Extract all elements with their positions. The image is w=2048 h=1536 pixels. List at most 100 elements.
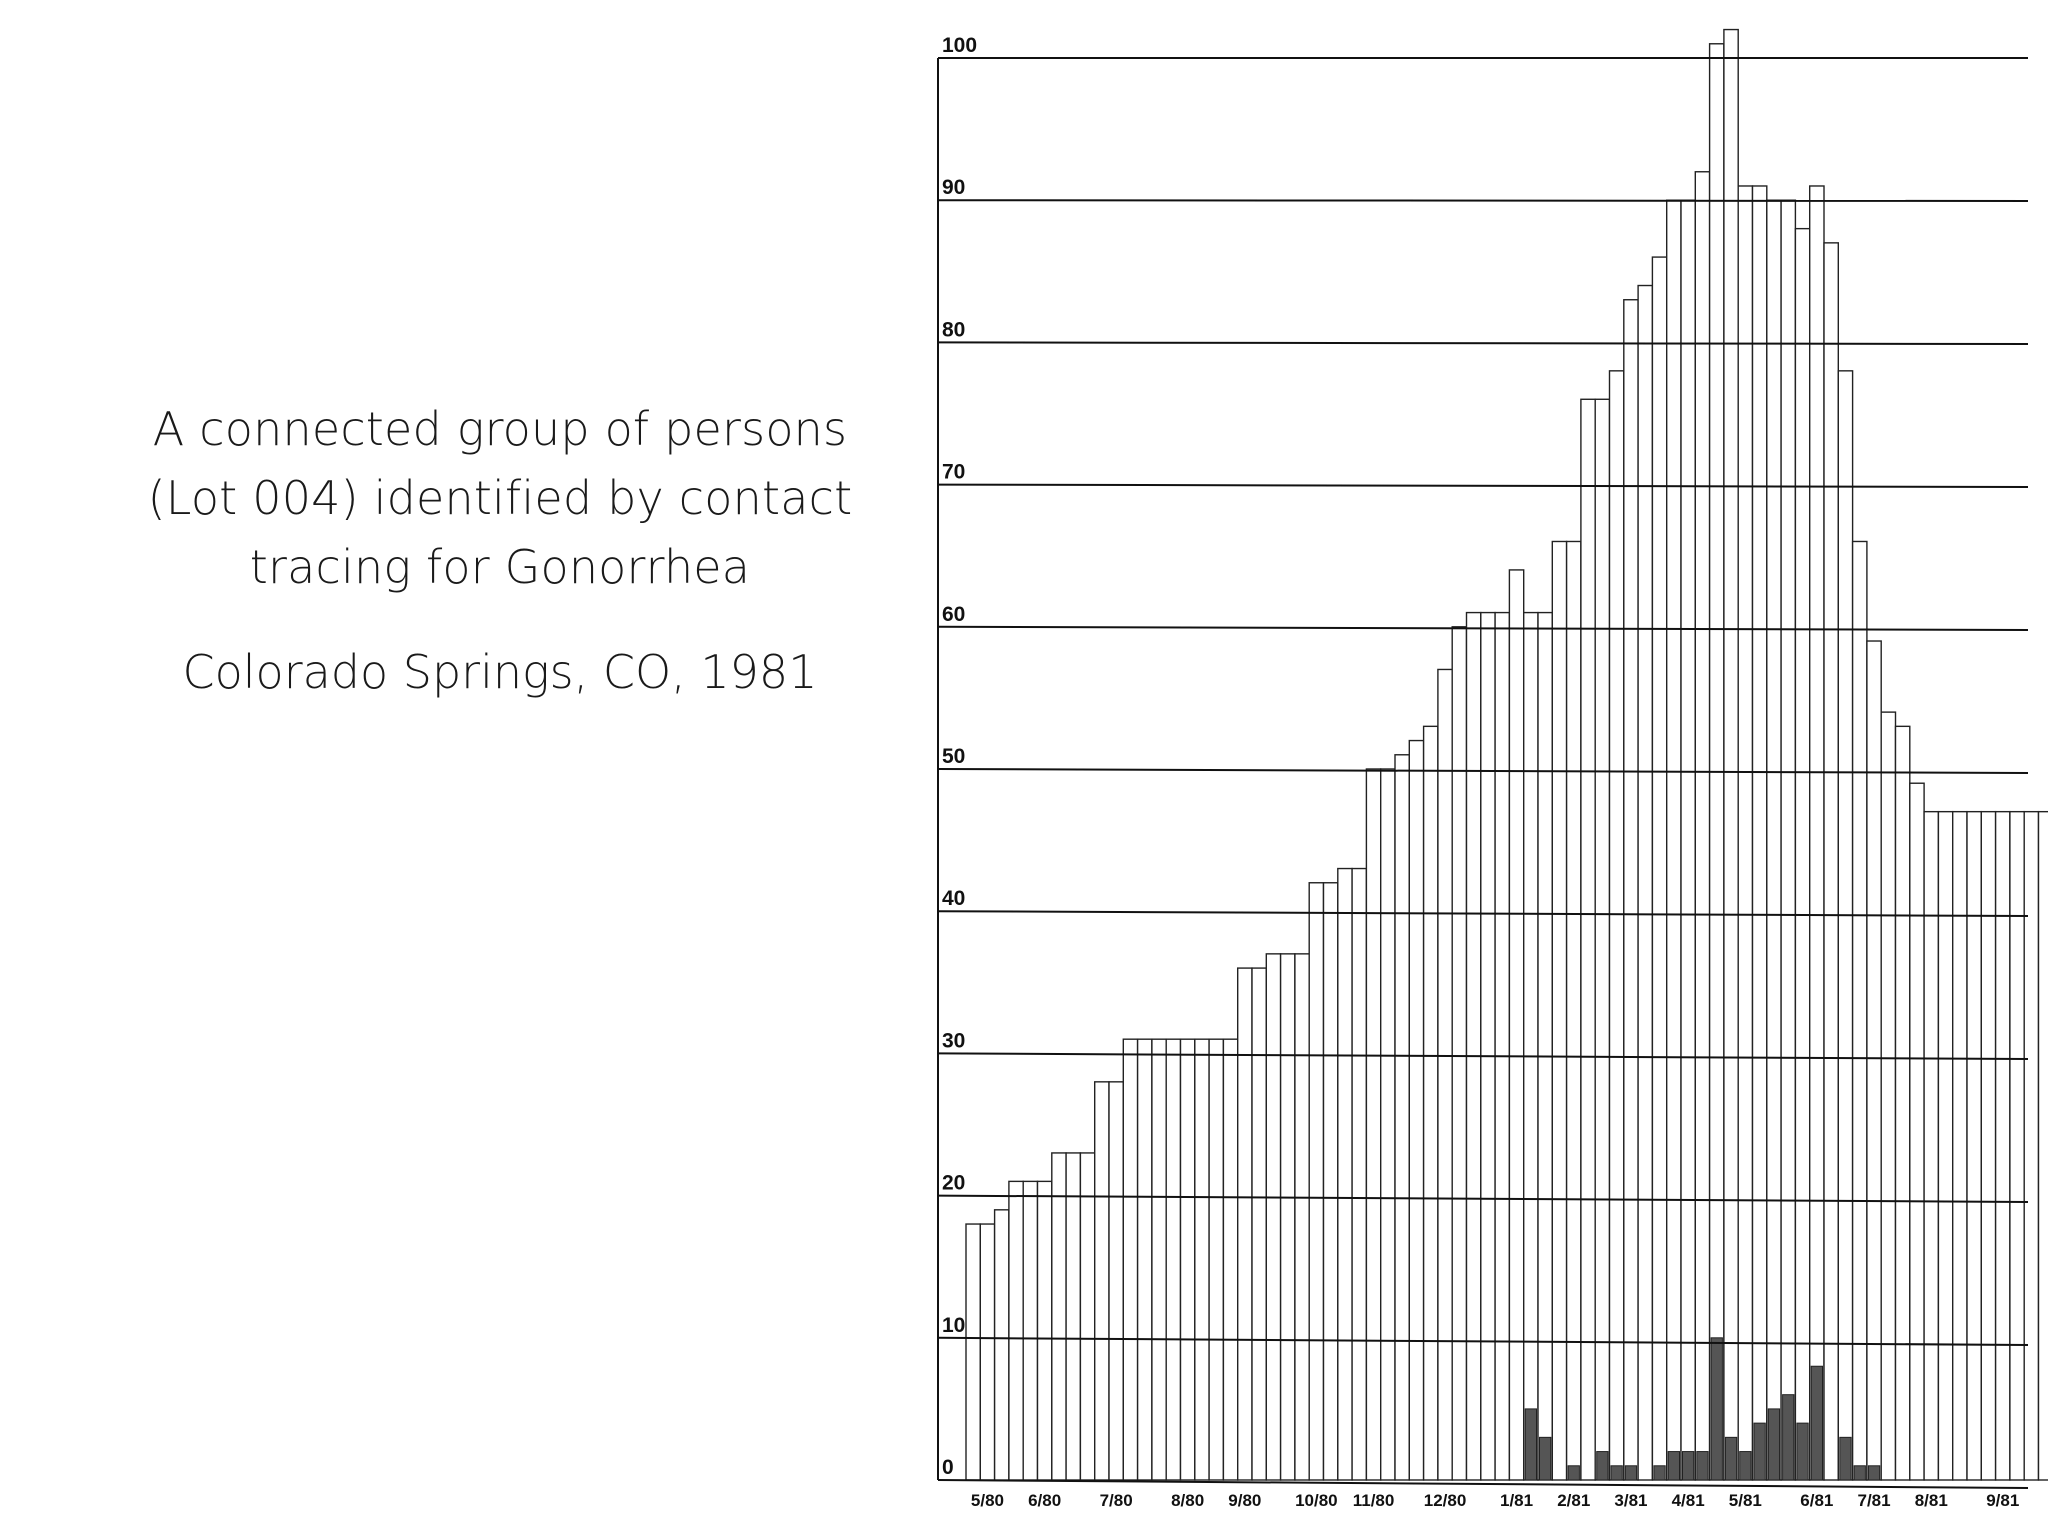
- filled-bar: [1739, 1451, 1752, 1481]
- bar: [1623, 299, 1639, 1481]
- filled-bar: [1839, 1436, 1852, 1481]
- filled-bar: [1696, 1451, 1709, 1481]
- bar: [993, 1209, 1010, 1481]
- filled-bar: [1567, 1465, 1580, 1481]
- bar: [1451, 626, 1468, 1481]
- bar: [1737, 185, 1754, 1481]
- bar: [1651, 256, 1668, 1481]
- filled-bar: [1782, 1394, 1795, 1481]
- bar: [1794, 227, 1811, 1481]
- bar: [1408, 739, 1425, 1481]
- x-tick-label: 7/81: [1858, 1491, 1891, 1510]
- caption-line-1: A connected group of persons: [152, 402, 848, 456]
- bar: [1351, 867, 1368, 1481]
- caption: A connected group of persons (Lot 004) i…: [90, 395, 910, 707]
- bar: [1565, 540, 1582, 1481]
- x-tick-label: 3/81: [1614, 1491, 1647, 1510]
- bar: [1022, 1180, 1039, 1481]
- bar: [1251, 967, 1268, 1481]
- bar: [1637, 284, 1654, 1481]
- bar: [1480, 611, 1496, 1481]
- bar: [1051, 1152, 1067, 1481]
- filled-bar: [1853, 1465, 1866, 1481]
- bar: [1580, 398, 1596, 1481]
- bar: [979, 1223, 996, 1481]
- filled-bar: [1624, 1465, 1638, 1481]
- bar: [1837, 370, 1854, 1481]
- x-tick-label: 9/81: [1986, 1491, 2019, 1510]
- y-tick-label: 90: [942, 176, 965, 199]
- bar: [1165, 1038, 1182, 1481]
- x-tick-label: 6/80: [1028, 1491, 1061, 1510]
- x-tick-label: 8/80: [1171, 1491, 1204, 1510]
- y-tick-label: 50: [942, 745, 965, 768]
- gridline: [937, 625, 2029, 631]
- bar: [1294, 953, 1310, 1481]
- filled-bar: [1653, 1465, 1666, 1481]
- gridline: [937, 1052, 2029, 1060]
- filled-bar: [1796, 1422, 1809, 1481]
- bar: [1665, 199, 1682, 1481]
- filled-bar: [1753, 1422, 1766, 1481]
- x-tick-label: 5/80: [971, 1491, 1004, 1510]
- bar: [965, 1223, 982, 1481]
- caption-line-2: (Lot 004) identified by contact: [147, 471, 853, 525]
- bar: [1337, 867, 1353, 1481]
- bar: [1265, 953, 1282, 1481]
- bar: [1322, 882, 1339, 1481]
- bar: [1780, 199, 1797, 1481]
- filled-bar: [1710, 1337, 1723, 1481]
- bar: [1537, 611, 1554, 1481]
- x-tick-label: 10/80: [1295, 1491, 1338, 1510]
- filled-bar: [1724, 1436, 1738, 1481]
- bar: [1951, 810, 1968, 1481]
- x-tick-label: 8/81: [1915, 1491, 1948, 1510]
- y-tick-label: 60: [942, 603, 965, 626]
- y-tick-label: 20: [942, 1172, 965, 1195]
- bar: [1694, 171, 1711, 1481]
- x-tick-label: 7/80: [1100, 1491, 1133, 1510]
- bar: [2023, 810, 2040, 1481]
- bar: [1308, 882, 1325, 1481]
- bar: [1766, 199, 1782, 1481]
- filled-bar: [1539, 1436, 1552, 1481]
- bar: [1008, 1180, 1024, 1481]
- bar: [2009, 810, 2025, 1481]
- filled-bar: [1667, 1451, 1680, 1481]
- filled-bar: [1610, 1465, 1623, 1481]
- bar: [1966, 810, 1983, 1481]
- bar: [1379, 768, 1396, 1481]
- bar: [1866, 640, 1882, 1481]
- grid-layer: [937, 57, 2029, 1489]
- bar: [1194, 1038, 1210, 1481]
- filled-bar: [1524, 1408, 1537, 1481]
- bar: [1108, 1081, 1125, 1481]
- bar: [1122, 1038, 1139, 1481]
- bar: [1551, 540, 1568, 1481]
- gridline: [937, 1336, 2029, 1346]
- bar: [1422, 725, 1439, 1481]
- y-tick-label: 100: [942, 34, 977, 57]
- x-tick-label: 12/80: [1424, 1491, 1467, 1510]
- x-tick-labels: 5/80 6/80 7/80 8/80 9/80 10/80 11/80 12/80 1/81 2…: [971, 1491, 2019, 1510]
- bar: [1036, 1180, 1053, 1481]
- gridline: [937, 910, 2029, 917]
- gridline: [937, 199, 2029, 202]
- x-tick-label: 2/81: [1557, 1491, 1590, 1510]
- bar: [1594, 398, 1611, 1481]
- bar: [1851, 540, 1868, 1481]
- x-tick-label: 4/81: [1672, 1491, 1705, 1510]
- gridline: [937, 341, 2029, 345]
- bar: [1508, 569, 1525, 1481]
- bar: [1980, 810, 1997, 1481]
- bar: [2037, 810, 2048, 1481]
- filled-bar: [1596, 1451, 1609, 1481]
- filled-bar: [1682, 1451, 1695, 1481]
- bar: [1808, 185, 1825, 1481]
- bar: [1708, 43, 1725, 1481]
- bar: [1208, 1038, 1225, 1481]
- bar: [1179, 1038, 1196, 1481]
- bar: [1494, 611, 1511, 1481]
- bar: [1880, 711, 1897, 1481]
